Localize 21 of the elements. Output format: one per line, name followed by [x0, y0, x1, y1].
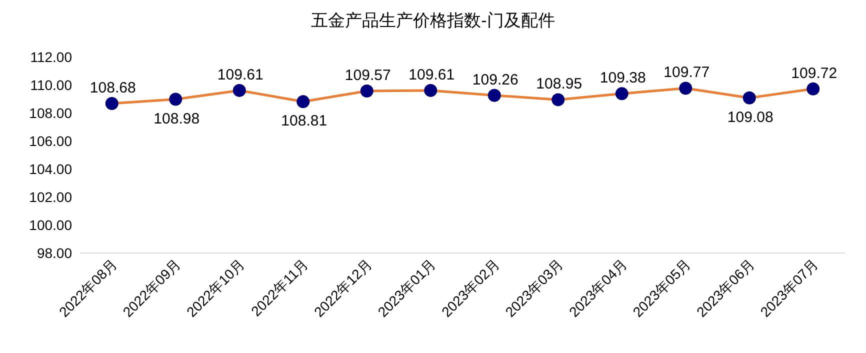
data-label: 109.38	[600, 70, 646, 87]
data-label: 108.98	[154, 110, 200, 128]
data-label: 109.57	[344, 67, 391, 84]
y-tick-label: 112.00	[30, 49, 72, 65]
data-label: 109.61	[408, 66, 455, 84]
y-tick-label: 110.00	[30, 77, 72, 93]
data-label: 108.95	[536, 76, 582, 93]
data-label: 108.68	[90, 79, 136, 96]
data-label: 109.72	[791, 64, 838, 82]
y-tick-label: 102.00	[29, 189, 72, 205]
data-label: 109.26	[472, 71, 518, 88]
y-tick-label: 104.00	[29, 161, 72, 177]
data-label: 109.08	[727, 108, 774, 126]
y-tick-label: 106.00	[29, 133, 72, 149]
data-label: 109.77	[664, 64, 710, 82]
y-tick-label: 98.00	[36, 245, 72, 261]
data-label: 108.81	[281, 112, 328, 130]
chart-title: 五金产品生产价格指数-门及配件	[311, 11, 555, 30]
data-label: 109.61	[217, 66, 264, 84]
y-tick-label: 108.00	[29, 105, 72, 121]
y-tick-label: 100.00	[29, 217, 72, 233]
